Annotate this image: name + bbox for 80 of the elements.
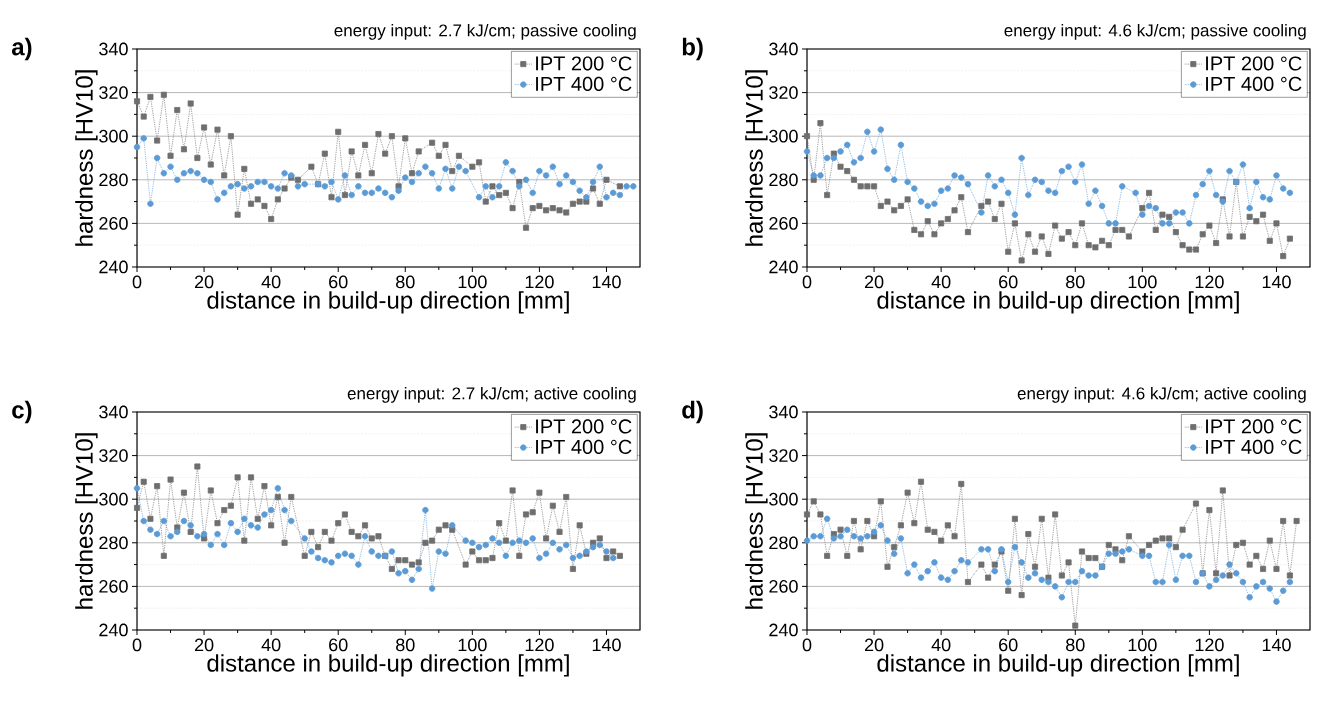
y-tick-label: 260 bbox=[769, 580, 798, 593]
legend-label: IPT 400 °C bbox=[1206, 76, 1302, 91]
y-tick-label: 260 bbox=[99, 580, 128, 593]
y-tick-label: 260 bbox=[769, 217, 798, 230]
y-axis-title: hardness [HV10] bbox=[745, 433, 768, 609]
x-tick-label: 40 bbox=[261, 638, 281, 652]
y-tick-label: 280 bbox=[769, 536, 798, 550]
y-tick-label: 320 bbox=[769, 449, 798, 462]
y-tick-label: 280 bbox=[99, 173, 128, 187]
x-tick-label: 20 bbox=[194, 275, 214, 289]
x-tick-label: 0 bbox=[802, 275, 812, 289]
x-tick-label: 60 bbox=[329, 638, 348, 652]
y-tick-label: 280 bbox=[769, 173, 798, 187]
chart-title: energy input: 4.6 kJ/cm; passive cooling bbox=[1004, 23, 1306, 40]
y-tick-label: 240 bbox=[99, 260, 128, 274]
y-tick-label: 340 bbox=[99, 42, 128, 56]
x-tick-label: 100 bbox=[458, 275, 487, 289]
x-axis-title: distance in build-up direction [mm] bbox=[877, 654, 1239, 677]
x-tick-label: 120 bbox=[1195, 638, 1224, 652]
x-tick-label: 100 bbox=[1128, 638, 1157, 652]
text: a) bbox=[11, 37, 32, 61]
chart-title: energy input: 4.6 kJ/cm; active cooling bbox=[1017, 386, 1306, 403]
y-tick-label: 340 bbox=[769, 405, 798, 419]
legend-label: IPT 200 °C bbox=[536, 56, 632, 71]
y-tick-label: 300 bbox=[99, 492, 128, 506]
legend-label: IPT 400 °C bbox=[536, 76, 632, 91]
x-tick-label: 120 bbox=[525, 275, 554, 289]
y-tick-label: 300 bbox=[99, 129, 128, 143]
x-axis-title: distance in build-up direction [mm] bbox=[207, 291, 569, 314]
y-tick-label: 240 bbox=[769, 260, 798, 274]
legend-label: IPT 200 °C bbox=[1206, 56, 1302, 71]
x-tick-label: 60 bbox=[999, 275, 1018, 289]
x-tick-label: 20 bbox=[864, 275, 884, 289]
x-axis-title: distance in build-up direction [mm] bbox=[207, 654, 569, 677]
x-tick-label: 140 bbox=[1262, 638, 1291, 652]
y-tick-label: 260 bbox=[99, 217, 128, 230]
x-tick-label: 0 bbox=[132, 638, 142, 652]
y-tick-label: 320 bbox=[99, 449, 128, 462]
x-tick-label: 80 bbox=[396, 638, 415, 652]
x-tick-label: 120 bbox=[525, 638, 554, 652]
y-tick-label: 300 bbox=[769, 492, 798, 506]
y-tick-label: 320 bbox=[99, 86, 128, 99]
y-tick-label: 300 bbox=[769, 129, 798, 143]
x-axis-title: distance in build-up direction [mm] bbox=[877, 291, 1239, 314]
chart-title: energy input: 2.7 kJ/cm; passive cooling bbox=[334, 23, 636, 40]
x-tick-label: 80 bbox=[1066, 638, 1085, 652]
x-tick-label: 20 bbox=[194, 638, 214, 652]
y-tick-label: 280 bbox=[99, 536, 128, 550]
legend-label: IPT 200 °C bbox=[536, 419, 632, 434]
y-tick-label: 340 bbox=[769, 42, 798, 56]
x-tick-label: 140 bbox=[592, 275, 621, 289]
text: c) bbox=[12, 400, 32, 424]
chart-title: energy input: 2.7 kJ/cm; active cooling bbox=[347, 386, 636, 403]
y-axis-title: hardness [HV10] bbox=[745, 70, 768, 246]
y-tick-label: 240 bbox=[99, 623, 128, 637]
y-axis-title: hardness [HV10] bbox=[75, 433, 98, 609]
x-tick-label: 60 bbox=[329, 275, 348, 289]
y-tick-label: 320 bbox=[769, 86, 798, 99]
x-tick-label: 120 bbox=[1195, 275, 1224, 289]
x-tick-label: 40 bbox=[931, 275, 951, 289]
x-tick-label: 80 bbox=[1066, 275, 1085, 289]
y-tick-label: 240 bbox=[769, 623, 798, 637]
x-tick-label: 60 bbox=[999, 638, 1018, 652]
x-tick-label: 40 bbox=[931, 638, 951, 652]
x-tick-label: 140 bbox=[592, 638, 621, 652]
text: d) bbox=[682, 400, 703, 424]
legend-label: IPT 200 °C bbox=[1206, 419, 1302, 434]
x-tick-label: 20 bbox=[864, 638, 884, 652]
x-tick-label: 0 bbox=[802, 638, 812, 652]
y-tick-label: 340 bbox=[99, 405, 128, 419]
x-tick-label: 40 bbox=[261, 275, 281, 289]
x-tick-label: 100 bbox=[1128, 275, 1157, 289]
x-tick-label: 140 bbox=[1262, 275, 1291, 289]
legend-label: IPT 400 °C bbox=[536, 439, 632, 454]
y-axis-title: hardness [HV10] bbox=[75, 70, 98, 246]
x-tick-label: 100 bbox=[458, 638, 487, 652]
x-tick-label: 0 bbox=[132, 275, 142, 289]
text: b) bbox=[682, 37, 703, 61]
x-tick-label: 80 bbox=[396, 275, 415, 289]
legend-label: IPT 400 °C bbox=[1206, 439, 1302, 454]
